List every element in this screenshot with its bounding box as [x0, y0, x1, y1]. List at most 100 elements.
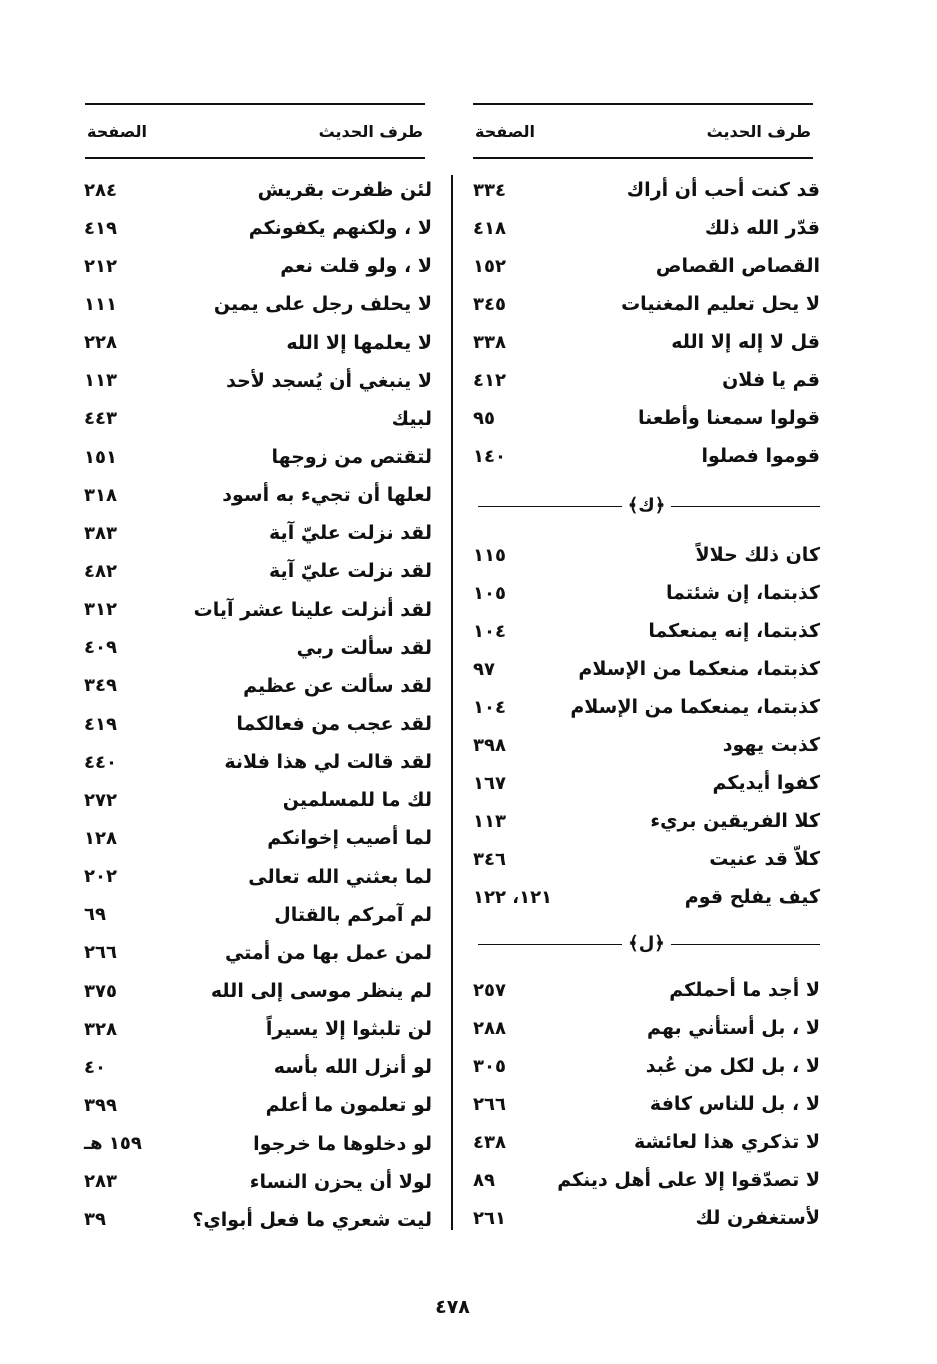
index-entry: لك ما للمسلمين ٢٧٢ — [84, 781, 432, 819]
hadith-text: لقد نزلت عليّ آية — [269, 522, 432, 545]
hadith-text: كان ذلك حلالاً — [695, 544, 820, 566]
hadith-text: لقد سألت عن عظيم — [243, 674, 432, 697]
page-ref: ٢١٢ — [84, 255, 117, 277]
page-ref: ٢٨٤ — [84, 179, 117, 201]
page-ref: ٢٥٧ — [473, 979, 506, 1001]
page-number: ٤٧٨ — [435, 1296, 470, 1318]
index-entry: كلا الفريقين بريء ١١٣ — [473, 802, 820, 840]
page-ref: ٦٩ — [84, 904, 106, 926]
index-entry: لقد نزلت عليّ آية ٤٨٢ — [84, 552, 432, 590]
hadith-text: القصاص القصاص — [655, 255, 820, 277]
index-entry: لعلها أن تجيء به أسود ٣١٨ — [84, 476, 432, 514]
index-entry: لقد سألت عن عظيم ٣٤٩ — [84, 667, 432, 705]
index-entry: قل لا إله إلا الله ٣٣٨ — [473, 323, 820, 361]
index-entry: لم ينظر موسى إلى الله ٣٧٥ — [84, 972, 432, 1010]
hadith-text: لا أجد ما أحملكم — [669, 979, 820, 1001]
page-ref: ٤٣٨ — [473, 1131, 506, 1153]
letter-section-divider: ﴿ك﴾ — [473, 475, 820, 536]
hadith-text: لك ما للمسلمين — [282, 789, 432, 812]
hadith-text: لولا أن يحزن النساء — [249, 1170, 432, 1193]
page-ref: ١٥١ — [84, 446, 117, 468]
hadith-text: كذبتما، إنه يمنعكما — [648, 620, 820, 642]
index-entry: لا يحلف رجل على يمين ١١١ — [84, 285, 432, 323]
right-column-header: طرف الحديث الصفحة — [473, 103, 813, 159]
index-entry: لمن عمل بها من أمتي ٢٦٦ — [84, 934, 432, 972]
hadith-text: قل لا إله إلا الله — [671, 331, 820, 353]
index-entry: لو تعلمون ما أعلم ٣٩٩ — [84, 1086, 432, 1124]
page-ref: ٤١٩ — [84, 713, 117, 735]
page-ref: ٢٨٨ — [473, 1017, 506, 1039]
hadith-text: لقد نزلت عليّ آية — [269, 560, 432, 583]
index-entry: لا ينبغي أن يُسجد لأحد ١١٣ — [84, 362, 432, 400]
page-ref: ٤٠٩ — [84, 637, 117, 659]
index-entry: لا ، ولو قلت نعم ٢١٢ — [84, 247, 432, 285]
index-entry: لئن ظفرت بقريش ٢٨٤ — [84, 171, 432, 209]
index-entry: لقد أنزلت علينا عشر آيات ٣١٢ — [84, 591, 432, 629]
header-page: الصفحة — [87, 121, 148, 141]
page-ref: ١١٥ — [473, 544, 506, 566]
hadith-text: لا يحل تعليم المغنيات — [621, 293, 820, 315]
column-divider — [451, 175, 453, 1230]
page-ref: ٤١٢ — [473, 369, 506, 391]
index-entry: لو أنزل الله بأسه ٤٠ — [84, 1048, 432, 1086]
page-ref: ٤٤٣ — [84, 408, 117, 430]
index-entry: كذبت يهود ٣٩٨ — [473, 726, 820, 764]
page-ref: ١٦٧ — [473, 772, 506, 794]
hadith-text: لا ينبغي أن يُسجد لأحد — [226, 369, 432, 392]
hadith-text: لا ، بل للناس كافة — [649, 1093, 820, 1115]
page-ref: ٣٧٥ — [84, 980, 117, 1002]
page-ref: ٢٢٨ — [84, 332, 117, 354]
index-entry: لو دخلوها ما خرجوا ١٥٩ هـ — [84, 1125, 432, 1163]
hadith-text: لقد قالت لي هذا فلانة — [224, 751, 432, 774]
index-entry: لما أصيب إخوانكم ١٢٨ — [84, 819, 432, 857]
index-entry: لا ، ولكنهم يكفونكم ٤١٩ — [84, 209, 432, 247]
page-ref: ١١٣ — [473, 810, 506, 832]
section-letter: ﴿ك﴾ — [621, 495, 672, 516]
index-entry: لن تلبثوا إلا يسيراً ٣٢٨ — [84, 1010, 432, 1048]
page-ref: ١٥٩ هـ — [84, 1133, 142, 1155]
hadith-text: لقد سألت ربي — [296, 636, 432, 659]
index-entry: لبيك ٤٤٣ — [84, 400, 432, 438]
hadith-text: لا تصدّقوا إلا على أهل دينكم — [557, 1169, 820, 1191]
hadith-text: لا ، ولكنهم يكفونكم — [248, 217, 432, 240]
index-entry: لتقتص من زوجها ١٥١ — [84, 438, 432, 476]
hadith-text: كذبتما، منعكما من الإسلام — [578, 658, 820, 680]
hadith-text: لا ، ولو قلت نعم — [280, 255, 432, 278]
page-ref: ٣٣٨ — [473, 331, 506, 353]
hadith-text: قولوا سمعنا وأطعنا — [637, 407, 820, 429]
hadith-text: لقد أنزلت علينا عشر آيات — [193, 598, 432, 621]
page-ref: ٣٤٦ — [473, 848, 506, 870]
index-entry: كذبتما، إن شئتما ١٠٥ — [473, 574, 820, 612]
index-entry: لقد عجب من فعالكما ٤١٩ — [84, 705, 432, 743]
page-ref: ٨٩ — [473, 1169, 495, 1191]
hadith-text: كذبتما، إن شئتما — [665, 582, 820, 604]
hadith-text: لا يحلف رجل على يمين — [213, 293, 432, 316]
hadith-text: لو أنزل الله بأسه — [273, 1056, 432, 1079]
index-entry: كيف يفلح قوم ١٢١، ١٢٢ — [473, 878, 820, 916]
page-ref: ٢٦٦ — [84, 942, 117, 964]
hadith-text: قم يا فلان — [722, 369, 820, 391]
page-ref: ٣٨٣ — [84, 522, 117, 544]
index-entry: لقد نزلت عليّ آية ٣٨٣ — [84, 514, 432, 552]
page-ref: ٣٠٥ — [473, 1055, 506, 1077]
index-entry: كلاّ قد عنيت ٣٤٦ — [473, 840, 820, 878]
hadith-text: لم ينظر موسى إلى الله — [210, 980, 432, 1003]
index-entry: لولا أن يحزن النساء ٢٨٣ — [84, 1163, 432, 1201]
page-ref: ٣١٨ — [84, 484, 117, 506]
hadith-text: كذبت يهود — [722, 734, 820, 756]
left-column-header: طرف الحديث الصفحة — [85, 103, 425, 159]
page-ref: ١٠٥ — [473, 582, 506, 604]
hadith-text: لبيك — [391, 407, 432, 430]
page-ref: ٣٤٩ — [84, 675, 117, 697]
page-ref: ٤١٨ — [473, 217, 506, 239]
hadith-text: لما أصيب إخوانكم — [267, 827, 432, 850]
index-entry: كذبتما، إنه يمنعكما ١٠٤ — [473, 612, 820, 650]
page-ref: ٣٩٩ — [84, 1094, 117, 1116]
hadith-text: لا ، بل أستأني بهم — [647, 1017, 820, 1039]
hadith-text: كفوا أيديكم — [712, 772, 820, 794]
hadith-text: لعلها أن تجيء به أسود — [222, 484, 432, 507]
index-entry: لما بعثني الله تعالى ٢٠٢ — [84, 858, 432, 896]
hadith-text: لأستغفرن لك — [695, 1207, 820, 1229]
hadith-text: لتقتص من زوجها — [271, 446, 432, 469]
hadith-text: كلا الفريقين بريء — [650, 810, 820, 832]
